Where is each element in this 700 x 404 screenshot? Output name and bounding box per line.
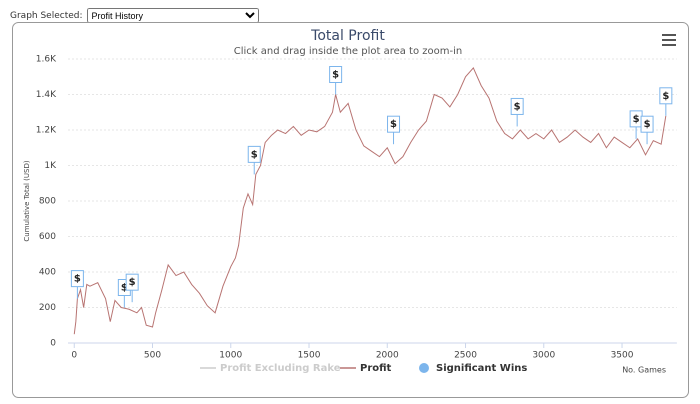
menu-bar (662, 34, 676, 36)
profit-line (73, 66, 667, 335)
y-tick-label: 1.6K (36, 55, 57, 65)
y-tick-label: 1.4K (36, 90, 57, 100)
y-tick-label: 200 (39, 303, 56, 313)
significant-win-flag: $ (640, 115, 654, 145)
y-tick-label: 1.2K (36, 126, 57, 136)
x-tick-label: 1000 (219, 351, 242, 361)
flag-label: $ (251, 149, 258, 160)
y-axis-title: Cumulative Total (USD) (23, 160, 31, 241)
x-tick-label: 0 (71, 351, 77, 361)
y-tick-label: 800 (39, 197, 56, 207)
y-tick-label: 1K (44, 161, 57, 171)
flag-label: $ (514, 101, 521, 112)
flag-label: $ (74, 274, 81, 285)
flag-label: $ (644, 119, 651, 130)
menu-button[interactable] (662, 34, 676, 46)
legend-item[interactable]: Profit (340, 363, 392, 374)
y-tick-label: 600 (39, 232, 56, 242)
y-tick-label: 0 (50, 339, 56, 349)
x-axis-title: No. Games (622, 366, 666, 375)
significant-win-flag: $ (329, 66, 343, 95)
flag-box (125, 273, 139, 291)
x-tick-label: 1500 (298, 351, 321, 361)
flag-box (510, 97, 524, 115)
x-tick-label: 3500 (611, 351, 634, 361)
chart-subtitle: Click and drag inside the plot area to z… (234, 46, 462, 57)
flag-box (659, 87, 673, 105)
menu-bar (662, 39, 676, 41)
x-tick-label: 3000 (532, 351, 555, 361)
chart-title: Total Profit (310, 28, 385, 44)
menu-bar (662, 44, 676, 46)
significant-win-flag: $ (125, 273, 139, 303)
significant-win-flag: $ (387, 115, 401, 145)
legend-item[interactable]: Profit Excluding Rake (200, 363, 341, 374)
flag-box (387, 115, 401, 133)
x-tick-label: 2500 (454, 351, 477, 361)
x-tick-label: 500 (144, 351, 161, 361)
significant-win-flag: $ (247, 145, 261, 175)
legend-label: Profit Excluding Rake (220, 363, 341, 374)
flag-label: $ (129, 277, 136, 288)
flag-box (329, 66, 343, 83)
flag-label: $ (390, 119, 397, 130)
significant-win-flag: $ (659, 87, 673, 116)
flag-box (640, 115, 654, 133)
flag-box (70, 270, 84, 288)
chart-panel (12, 22, 689, 398)
legend-label: Significant Wins (436, 363, 527, 374)
significant-win-flag: $ (70, 270, 84, 299)
flag-label: $ (633, 114, 640, 125)
flag-box (247, 145, 261, 163)
flag-label: $ (332, 70, 339, 81)
x-tick-label: 2000 (376, 351, 399, 361)
flag-label: $ (121, 283, 128, 294)
flag-label: $ (662, 91, 669, 102)
significant-win-flag: $ (510, 97, 524, 127)
select-label: Graph Selected: (10, 10, 83, 21)
y-tick-label: 400 (39, 268, 56, 278)
legend-item[interactable]: Significant Wins (419, 363, 527, 374)
legend-symbol (419, 363, 429, 373)
legend-label: Profit (360, 363, 392, 374)
